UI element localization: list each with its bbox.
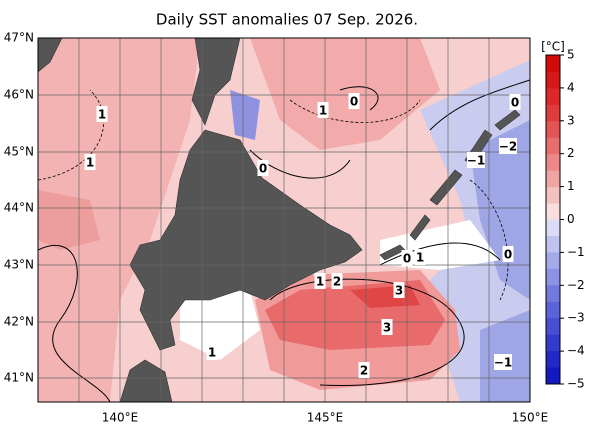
colorbar-tick-label: 4 [567,80,575,94]
contour-label: −2 [499,140,517,154]
colorbar-swatch [546,186,560,204]
colorbar-swatch [546,367,560,385]
colorbar-swatch [546,351,560,369]
lon-label: 145°E [307,411,344,425]
colorbar-tick-label: −3 [567,311,585,325]
contour-label-box [84,154,96,170]
colorbar-swatch [546,285,560,303]
colorbar: 5 4 3 2 1 0 −1 −2 −3 −4 −5 [545,48,585,391]
map-title: Daily SST anomalies 07 Sep. 2026. [156,11,418,29]
contour-label: 2 [333,275,341,289]
contour-label: 1 [208,346,216,360]
colorbar-tick-label: 0 [567,212,575,226]
contour-label: 3 [383,321,391,335]
colorbar-swatch [546,301,560,319]
contour-label: 1 [86,156,94,170]
lat-label: 44°N [4,201,34,215]
contour-label: 0 [403,252,411,266]
colorbar-swatch [546,104,560,122]
colorbar-swatch [546,55,560,72]
axes: 47°N 46°N 45°N 44°N 43°N 42°N 41°N 140°E 145°E 15… [4,31,549,425]
contour-label-box [401,250,413,266]
colorbar-swatch [546,153,560,171]
lat-label: 47°N [4,31,34,45]
contour-label: 1 [316,275,324,289]
contour-label-box [348,93,360,109]
colorbar-swatch [546,137,560,155]
contour-label: −1 [467,154,485,168]
contour-label-box [317,102,329,118]
colorbar-tick-label: 3 [567,113,575,127]
contour-label: 0 [350,95,358,109]
map-frame [37,37,531,403]
colorbar-tick-label: −4 [567,344,585,358]
lat-label: 45°N [4,145,34,159]
colorbar-swatch [546,235,560,253]
contour-label: −1 [494,356,512,370]
contour-label-box [499,138,517,154]
lat-label: 46°N [4,88,34,102]
colorbar-swatch [546,252,560,270]
colorbar-swatch [546,170,560,188]
lat-label: 41°N [4,371,34,385]
colorbar-tick-label: 5 [567,48,575,62]
contour-label-box [314,273,326,289]
colorbar-tick-label: 2 [567,146,575,160]
contour-label-box [467,152,485,168]
graticule [38,38,530,402]
colorbar-swatch [546,71,560,89]
colorbar-swatch [546,203,560,220]
contour-label: 2 [360,364,368,378]
contour-label: 1 [98,108,106,122]
lat-label: 43°N [4,258,34,272]
contour-label-box [206,344,218,360]
colorbar-swatch [546,120,560,138]
lon-label: 140°E [102,411,139,425]
colorbar-unit: [°C] [541,40,565,54]
contour-label: 1 [416,251,424,265]
colorbar-swatch [546,87,560,105]
colorbar-swatch [546,318,560,336]
contour-label-box [331,273,343,289]
contour-label-box [257,160,269,176]
contour-label: 0 [511,96,519,110]
contour-label-box [393,282,405,298]
colorbar-swatch [546,334,560,352]
contour-label-box [414,249,426,265]
colorbar-tick-label: −1 [567,245,585,259]
contour-label-box [509,94,521,110]
colorbar-tick-label: −2 [567,278,585,292]
colorbar-swatch [546,219,560,237]
contour-label: 3 [395,284,403,298]
contour-label-box [494,354,512,370]
colorbar-tick-label: −5 [567,377,585,391]
contour-label: 1 [319,104,327,118]
contour-label-box [358,362,370,378]
contour-label-box [502,246,514,262]
contour-label: 0 [259,162,267,176]
colorbar-swatch [546,268,560,286]
contour-label-box [381,319,393,335]
colorbar-tick-label: 1 [567,179,575,193]
contour-label-box [96,106,108,122]
lat-label: 42°N [4,315,34,329]
contour-label: 0 [504,248,512,262]
lon-label: 150°E [512,411,549,425]
